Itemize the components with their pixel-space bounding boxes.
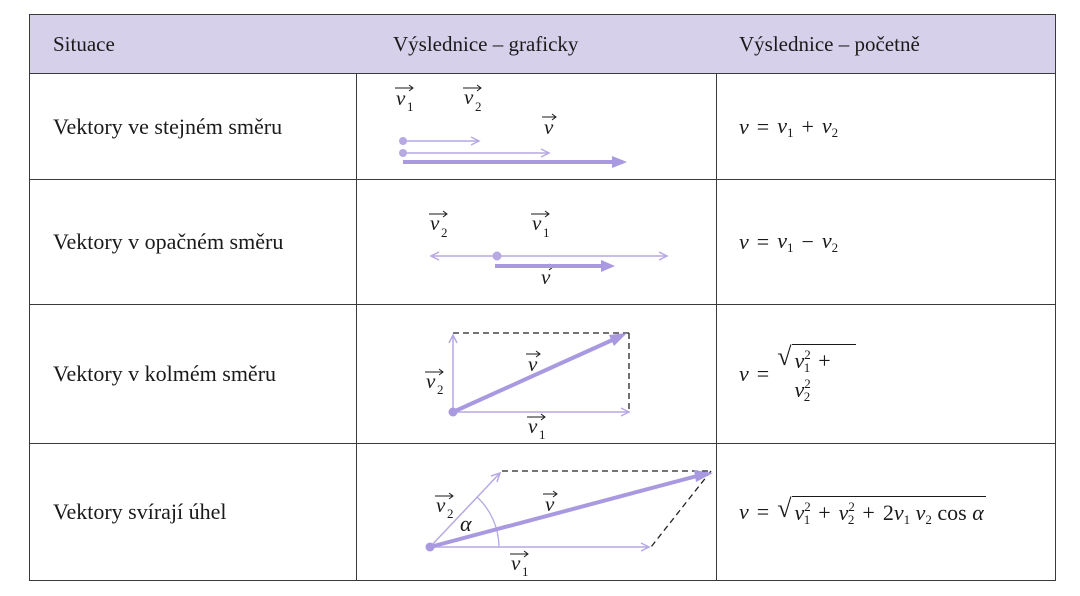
svg-text:1: 1 bbox=[407, 99, 414, 114]
situation-label: Vektory ve stejném směru bbox=[30, 74, 356, 179]
label-v1: v bbox=[532, 211, 542, 235]
formula-difference: v = v1− v2 bbox=[717, 180, 1055, 304]
formula-pythagoras: v = √ v21 +v22 bbox=[717, 305, 1055, 443]
table-row: Vektory svírají úhel v 2 α v bbox=[30, 444, 1055, 580]
svg-text:1: 1 bbox=[539, 427, 546, 442]
table-row: Vektory v opačném směru v 2 v 1 v bbox=[30, 180, 1055, 305]
diagram-perpendicular: v 2 v v 1 bbox=[357, 305, 716, 443]
label-v: v bbox=[528, 352, 538, 376]
svg-text:2: 2 bbox=[441, 225, 448, 240]
svg-text:1: 1 bbox=[522, 564, 529, 579]
label-v2: v bbox=[436, 493, 446, 517]
diagram-angle: v 2 α v v 1 bbox=[357, 444, 716, 580]
label-v: v bbox=[541, 265, 551, 289]
situation-label: Vektory v opačném směru bbox=[30, 180, 356, 304]
same-direction-diagram: v 1 v 2 v bbox=[357, 74, 716, 180]
label-v2: v bbox=[430, 211, 440, 235]
situation-label: Vektory v kolmém směru bbox=[30, 305, 356, 443]
header-situace: Situace bbox=[30, 15, 356, 73]
label-v1: v bbox=[511, 551, 521, 575]
table-row: Vektory ve stejném směru v 1 v 2 v bbox=[30, 74, 1055, 180]
formula-sum: v = v1 + v2 bbox=[717, 74, 1055, 179]
svg-text:1: 1 bbox=[543, 225, 550, 240]
label-v1: v bbox=[396, 86, 406, 110]
diagram-same-direction: v 1 v 2 v bbox=[357, 74, 716, 179]
label-v1: v bbox=[528, 414, 538, 438]
label-v: v bbox=[544, 115, 554, 139]
opposite-direction-diagram: v 2 v 1 v bbox=[357, 180, 716, 305]
label-v: v bbox=[545, 492, 555, 516]
label-v2: v bbox=[426, 369, 436, 393]
label-alpha: α bbox=[460, 511, 472, 536]
svg-text:2: 2 bbox=[447, 506, 454, 521]
perpendicular-diagram: v 2 v v 1 bbox=[357, 305, 716, 444]
header-graficky: Výslednice – graficky bbox=[357, 15, 716, 73]
vector-table: Situace Výslednice – graficky Výslednice… bbox=[29, 14, 1056, 581]
header-pocetne: Výslednice – početně bbox=[717, 15, 1055, 73]
formula-cosine-law: v = √ v21 + v22 +2v1 v2 cos α bbox=[717, 444, 1055, 580]
diagram-opposite-direction: v 2 v 1 v bbox=[357, 180, 716, 304]
table-row: Vektory v kolmém směru v 2 v v bbox=[30, 305, 1055, 444]
svg-text:2: 2 bbox=[437, 382, 444, 397]
svg-text:2: 2 bbox=[475, 99, 482, 114]
label-v2: v bbox=[464, 85, 474, 109]
angle-diagram: v 2 α v v 1 bbox=[357, 444, 716, 580]
situation-label: Vektory svírají úhel bbox=[30, 444, 356, 580]
table-header: Situace Výslednice – graficky Výslednice… bbox=[30, 15, 1055, 74]
